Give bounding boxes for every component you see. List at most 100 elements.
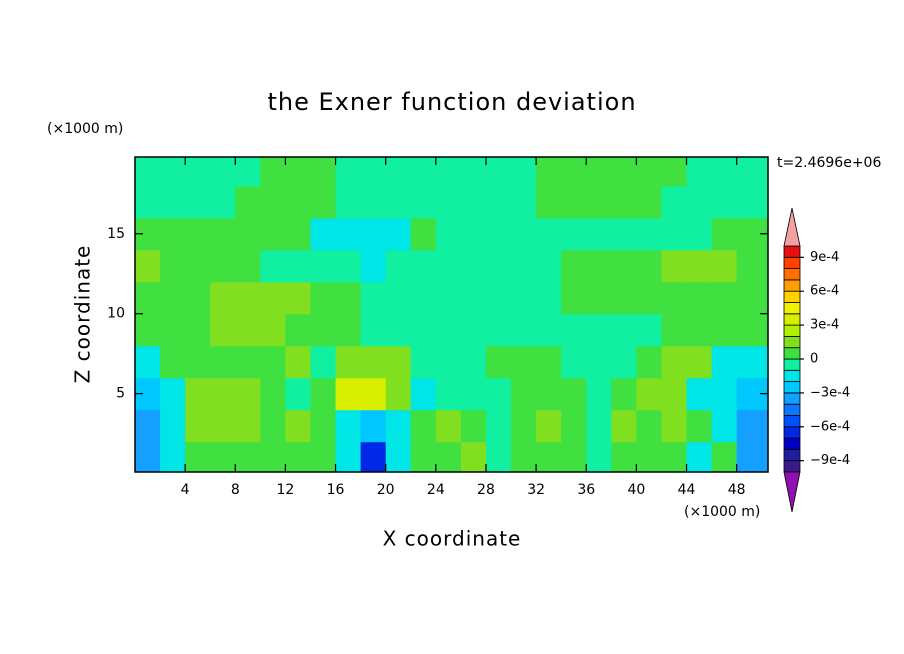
- contour-cell: [260, 377, 287, 411]
- contour-cell: [661, 409, 688, 443]
- contour-cell: [586, 249, 612, 283]
- contour-cell: [385, 441, 412, 472]
- contour-cell: [686, 377, 713, 411]
- colorbar-over: [783, 207, 801, 247]
- contour-cell: [561, 249, 587, 283]
- contour-cell: [260, 345, 287, 379]
- contour-cell: [636, 377, 663, 411]
- contour-cell: [586, 157, 612, 187]
- x-unit: (×1000 m): [684, 504, 760, 520]
- contour-cell: [536, 313, 562, 347]
- colorbar-tick-label: −6e-4: [810, 419, 850, 434]
- contour-cell: [335, 281, 362, 315]
- contour-cell: [360, 345, 387, 379]
- contour-cell: [210, 441, 236, 472]
- contour-cell: [235, 249, 261, 283]
- contour-cell: [711, 377, 738, 411]
- contour-cell: [536, 377, 562, 411]
- contour-cell: [711, 157, 738, 187]
- contour-cell: [285, 249, 312, 283]
- contour-cell: [360, 313, 387, 347]
- contour-cell: [285, 345, 312, 379]
- contour-cell: [561, 409, 587, 443]
- contour-cell: [485, 313, 512, 347]
- contour-cell: [435, 313, 462, 347]
- contour-cell: [586, 185, 612, 219]
- contour-cell: [210, 409, 236, 443]
- colorbar-box: [783, 302, 801, 315]
- contour-cell: [310, 345, 337, 379]
- contour-cell: [536, 157, 562, 187]
- contour-cell: [410, 217, 437, 251]
- contour-cell: [686, 281, 713, 315]
- contour-cell: [410, 441, 437, 472]
- contour-cell: [686, 157, 713, 187]
- colorbar-under: [783, 471, 801, 513]
- contour-cell: [561, 217, 587, 251]
- contour-cell: [460, 281, 487, 315]
- contour-cell: [235, 313, 261, 347]
- colorbar-tick-label: −9e-4: [810, 453, 850, 468]
- contour-cell: [536, 281, 562, 315]
- contour-cell: [485, 281, 512, 315]
- y-tick-label: 15: [107, 226, 125, 242]
- contour-cell: [335, 249, 362, 283]
- contour-cell: [536, 249, 562, 283]
- contour-cell: [160, 409, 186, 443]
- contour-cell: [360, 377, 387, 411]
- contour-cell: [385, 409, 412, 443]
- plot-frame: [134, 156, 769, 473]
- x-tick-label: 12: [277, 482, 295, 498]
- colorbar-box: [783, 448, 801, 462]
- colorbar-box: [783, 290, 801, 303]
- contour-cell: [360, 185, 387, 219]
- colorbar-tick-label: 0: [810, 352, 818, 367]
- contour-cell: [561, 185, 587, 219]
- colorbar-box: [783, 335, 801, 349]
- x-tick-label: 16: [327, 482, 345, 498]
- contour-cell: [611, 345, 637, 379]
- contour-cell: [360, 409, 387, 443]
- contour-cell: [561, 157, 587, 187]
- contour-cell: [636, 441, 663, 472]
- contour-cell: [410, 157, 437, 187]
- contour-cell: [135, 249, 161, 283]
- contour-cell: [435, 157, 462, 187]
- contour-cell: [135, 157, 161, 187]
- contour-cell: [711, 313, 738, 347]
- colorbar-box: [783, 324, 801, 337]
- x-tick-label: 40: [627, 482, 645, 498]
- x-tick-label: 32: [527, 482, 545, 498]
- contour-cell: [160, 377, 186, 411]
- contour-cell: [711, 185, 738, 219]
- contour-cell: [661, 157, 688, 187]
- contour-cell: [310, 377, 337, 411]
- contour-cell: [636, 249, 663, 283]
- contour-cell: [185, 281, 211, 315]
- contour-cell: [485, 345, 512, 379]
- contour-cell: [160, 157, 186, 187]
- contour-cell: [736, 157, 768, 187]
- contour-cell: [736, 281, 768, 315]
- contour-cell: [511, 217, 537, 251]
- contour-cell: [460, 313, 487, 347]
- contour-cell: [135, 185, 161, 219]
- contour-cell: [360, 249, 387, 283]
- contour-cell: [661, 345, 688, 379]
- contour-cell: [160, 185, 186, 219]
- contour-cell: [435, 409, 462, 443]
- contour-cell: [360, 217, 387, 251]
- contour-cell: [310, 281, 337, 315]
- contour-cell: [235, 409, 261, 443]
- contour-cell: [661, 281, 688, 315]
- contour-cell: [160, 281, 186, 315]
- contour-cell: [210, 377, 236, 411]
- contour-cell: [135, 409, 161, 443]
- contour-cell: [235, 441, 261, 472]
- contour-cell: [360, 441, 387, 472]
- colorbar-box: [783, 381, 801, 394]
- contour-cell: [460, 377, 487, 411]
- contour-cell: [135, 281, 161, 315]
- colorbar-box: [783, 426, 801, 439]
